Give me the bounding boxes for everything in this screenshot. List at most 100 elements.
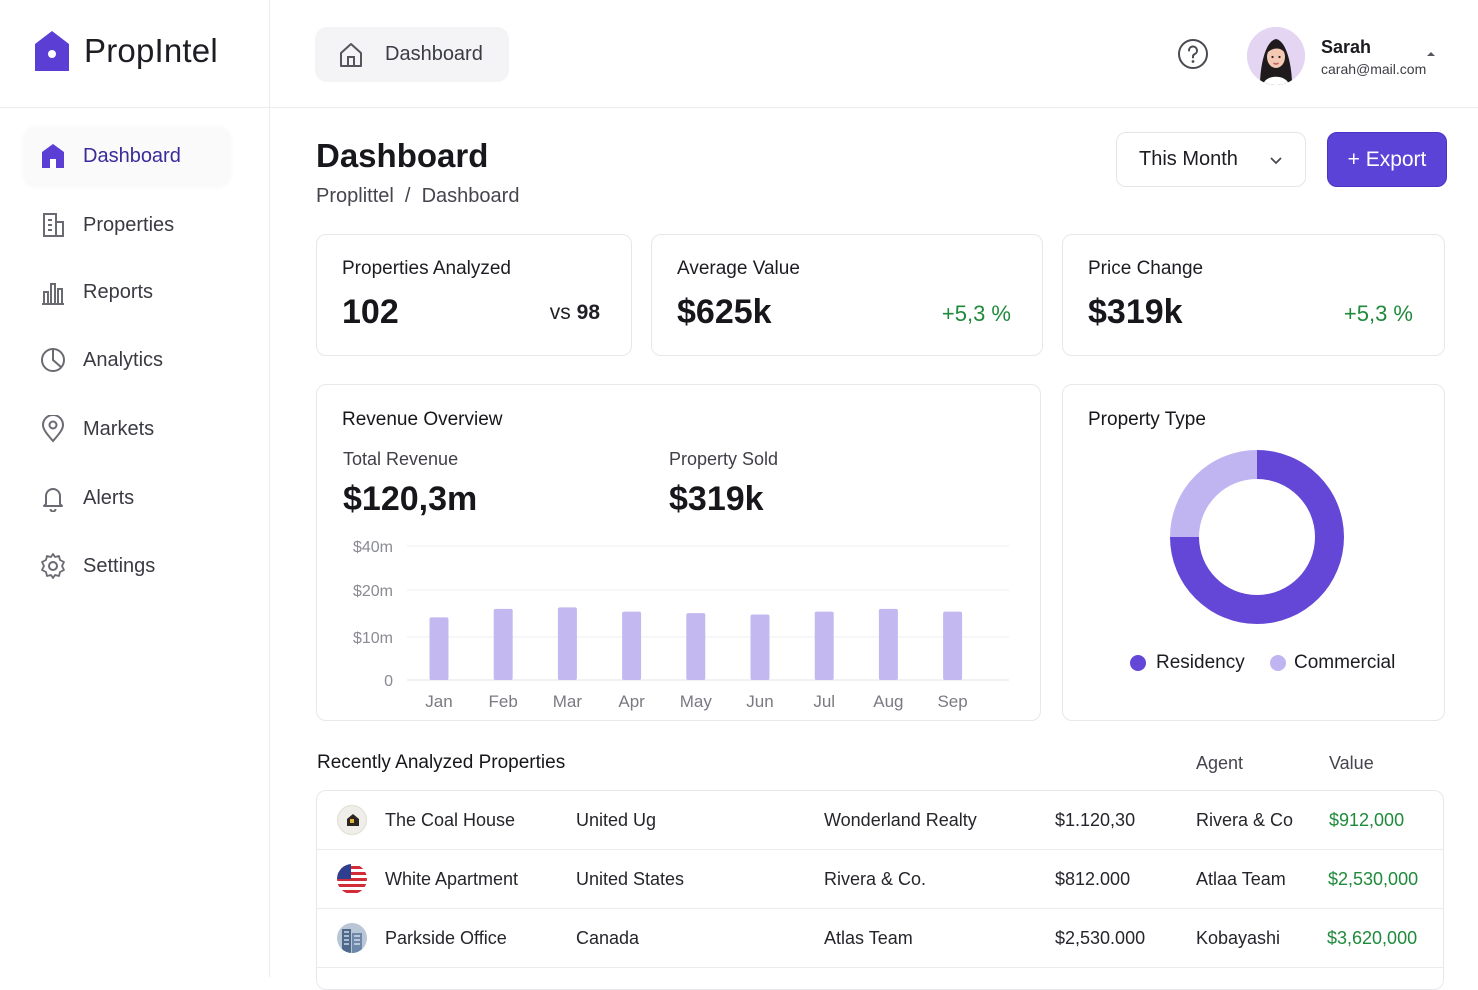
bar-sep[interactable] [943,611,963,680]
bar-apr[interactable] [622,611,642,680]
bar-jul[interactable] [814,611,834,680]
export-button[interactable]: + Export [1327,132,1447,187]
top-bar: PropIntel Dashboard [0,0,1478,108]
period-select[interactable]: This Month [1116,132,1306,187]
table-title: Recently Analyzed Properties [317,752,566,773]
property-type-donut [1170,450,1344,624]
logo[interactable]: PropIntel [34,30,218,72]
legend-commercial: Commercial [1294,652,1396,673]
bar-jan[interactable] [429,617,449,680]
donut-slice-residency[interactable] [1170,450,1344,624]
kpi-compare-value: 98 [576,301,600,324]
donut-slice-commercial[interactable] [1170,450,1257,537]
table-row[interactable]: White Apartment United States Rivera & C… [317,850,1443,909]
table-row[interactable]: The Coal House United Ug Wonderland Real… [317,791,1443,850]
header-breadcrumb[interactable]: Dashboard [315,27,509,82]
kpi-label: Price Change [1088,258,1204,279]
kpi-card-properties: Properties Analyzed 102 vs 98 [316,234,632,356]
property-location: United States [576,869,685,889]
legend-residency: Residency [1156,652,1245,673]
help-circle-icon[interactable] [1177,38,1209,70]
chevron-down-icon [1270,156,1282,164]
sidebar-item-reports[interactable]: Reports [24,263,230,321]
kpi-value: $319k [1088,293,1183,331]
caret-up-icon[interactable] [1425,49,1437,59]
bar-mar[interactable] [557,607,577,680]
property-price: $1.120,30 [1055,810,1136,830]
kpi-compare-prefix: vs [549,301,571,324]
building-icon [43,213,64,237]
x-tick-label: Aug [873,692,903,711]
sidebar-item-settings[interactable]: Settings [24,537,230,595]
property-location: United Ug [576,810,657,830]
sidebar-item-label: Analytics [83,348,164,371]
user-email: carah@mail.com [1321,61,1427,77]
page-title: Dashboard [316,137,489,174]
x-tick-label: May [680,692,713,711]
table-row[interactable]: Parkside Office Canada Atlas Team $2,530… [317,909,1443,968]
sidebar-item-dashboard[interactable]: Dashboard [24,127,230,185]
home-icon [42,144,64,168]
kpi-change: +5,3 % [1343,301,1413,326]
y-tick-label: $20m [353,583,393,600]
sidebar-item-label: Properties [83,213,175,236]
x-tick-label: Feb [489,692,518,711]
property-type-title: Property Type [1088,409,1206,430]
column-header-value[interactable]: Value [1329,753,1374,773]
property-type-card: Property Type Residency Commercial [1062,384,1445,721]
map-pin-icon [41,415,65,443]
sidebar-item-alerts[interactable]: Alerts [24,469,230,527]
property-value: $2,530,000 [1328,869,1419,889]
property-value: $912,000 [1329,810,1405,830]
period-select-value: This Month [1139,148,1238,170]
kpi-compare: vs 98 [550,301,600,325]
avatar[interactable] [1247,27,1305,85]
house-photo-icon [337,805,367,835]
property-location: Canada [576,928,640,948]
x-tick-label: Mar [553,692,583,711]
kpi-value: 102 [342,293,399,331]
bar-feb[interactable] [493,608,513,680]
kpi-card-average-value: Average Value $625k +5,3 % [651,234,1043,356]
bar-jun[interactable] [750,614,770,680]
sidebar-item-label: Alerts [83,486,135,509]
property-company: Rivera & Co. [824,869,927,889]
home-outline-icon [340,42,362,67]
property-sold-label: Property Sold [669,449,779,469]
sidebar-item-label: Reports [83,280,154,303]
bar-may[interactable] [686,613,706,680]
building-photo-icon [337,923,367,953]
property-agent: Rivera & Co [1196,810,1294,830]
us-flag-icon [337,864,367,894]
column-header-agent[interactable]: Agent [1196,753,1244,773]
gear-icon [41,553,65,579]
app-name: PropIntel [84,32,218,69]
x-tick-label: Jul [813,692,835,711]
sidebar-divider [269,0,270,977]
logo-house-icon [35,31,69,71]
revenue-title: Revenue Overview [342,409,503,430]
revenue-overview-card: Revenue Overview Total Revenue $120,3m P… [316,384,1041,721]
sidebar-item-properties[interactable]: Properties [24,196,230,254]
property-price: $2,530.000 [1055,928,1146,948]
y-tick-label: $10m [353,630,393,647]
breadcrumb[interactable]: Proplittel / Dashboard [316,185,520,207]
property-company: Atlas Team [824,928,913,948]
y-tick-label: $40m [353,539,393,556]
sidebar-item-label: Markets [83,417,155,440]
sidebar-item-analytics[interactable]: Analytics [24,331,230,389]
bar-aug[interactable] [878,608,898,680]
x-tick-label: Jun [746,692,773,711]
sidebar-item-markets[interactable]: Markets [24,400,230,458]
sidebar-item-label: Dashboard [83,144,181,167]
legend-dot-commercial [1270,655,1286,671]
revenue-bar-chart: $40m $20m $10m 0 Jan Feb Mar Apr May Jun Jul Aug Sep [353,539,1009,711]
kpi-value: $625k [677,293,772,331]
total-revenue-value: $120,3m [343,480,478,518]
bell-icon [43,488,63,512]
header-breadcrumb-label: Dashboard [385,43,483,65]
y-tick-label: 0 [384,673,393,690]
property-company: Wonderland Realty [824,810,977,830]
property-agent: Atlaa Team [1196,869,1286,889]
kpi-label: Properties Analyzed [342,258,511,279]
